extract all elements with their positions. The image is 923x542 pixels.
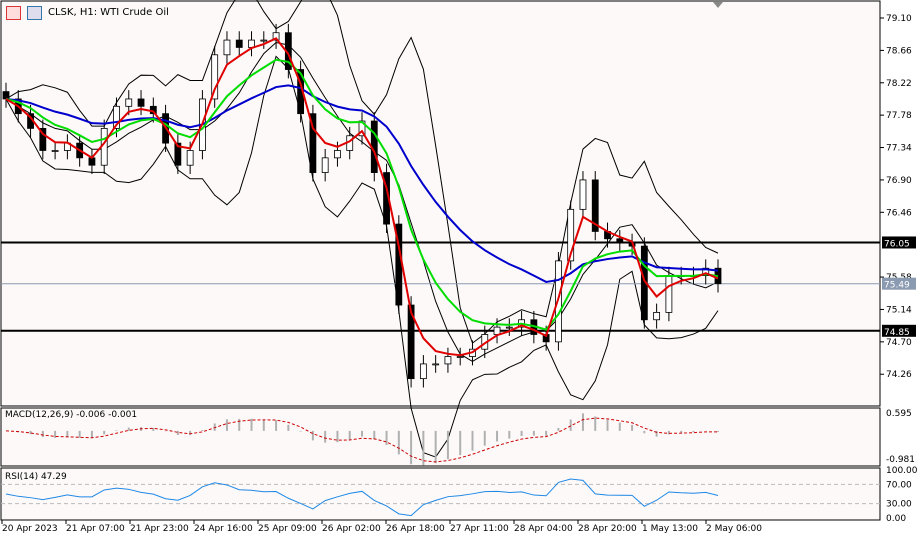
rsi-panel bbox=[0, 467, 881, 521]
candle-body bbox=[186, 150, 194, 166]
time-label: 25 Apr 09:00 bbox=[258, 524, 317, 534]
price-tick-label: 76.90 bbox=[886, 176, 912, 186]
time-label: 28 Apr 04:00 bbox=[514, 524, 573, 534]
price-tick-label: 79.10 bbox=[886, 14, 912, 24]
chart-title: CLSK, H1: WTI Crude Oil bbox=[48, 7, 169, 18]
macd-label: MACD(12,26,9) -0.006 -0.001 bbox=[5, 410, 138, 420]
price-label-box bbox=[882, 324, 916, 337]
time-label: 28 Apr 20:00 bbox=[578, 524, 637, 534]
time-label: 1 May 13:00 bbox=[642, 524, 698, 534]
candle-body bbox=[39, 127, 47, 151]
candle-body bbox=[2, 91, 10, 100]
macd-panel bbox=[0, 407, 881, 467]
price-tick-label: 76.46 bbox=[886, 208, 912, 218]
candle-body bbox=[419, 363, 427, 380]
candle-body bbox=[309, 113, 317, 173]
price-tick-label: 77.78 bbox=[886, 111, 912, 121]
main-panel bbox=[0, 0, 881, 407]
bollinger-lower bbox=[5, 55, 719, 458]
price-label: 76.05 bbox=[884, 239, 910, 249]
time-label: 2 May 06:00 bbox=[706, 524, 762, 534]
rsi-tick-label: 100.00 bbox=[886, 466, 918, 476]
menu-icon[interactable] bbox=[6, 6, 21, 20]
time-label: 21 Apr 07:00 bbox=[66, 524, 125, 534]
candle-body bbox=[334, 150, 341, 159]
time-label: 24 Apr 16:00 bbox=[194, 524, 253, 534]
bollinger-upper bbox=[5, 0, 719, 344]
candle-body bbox=[702, 267, 710, 276]
candle-body bbox=[272, 32, 280, 41]
candle-body bbox=[432, 363, 440, 366]
candle-body bbox=[407, 304, 415, 380]
candle-body bbox=[51, 150, 59, 152]
candle-body bbox=[567, 208, 575, 262]
candle-body bbox=[579, 179, 587, 210]
time-label: 21 Apr 23:00 bbox=[130, 524, 189, 534]
mid-ma-line bbox=[5, 58, 719, 331]
candle-body bbox=[125, 98, 133, 107]
candle-body bbox=[653, 311, 661, 321]
price-tick-label: 74.26 bbox=[886, 370, 912, 380]
price-tick-label: 77.34 bbox=[886, 144, 912, 154]
candle-body bbox=[456, 356, 464, 358]
price-tick-label: 78.66 bbox=[886, 46, 912, 56]
candle-body bbox=[223, 39, 231, 56]
candle-body bbox=[113, 105, 120, 129]
time-label: 26 Apr 02:00 bbox=[322, 524, 381, 534]
candle-body bbox=[493, 326, 501, 335]
candle-body bbox=[260, 39, 268, 42]
candle-body bbox=[88, 157, 96, 166]
rsi-tick-label: 30.00 bbox=[886, 500, 912, 510]
rsi-tick-label: 70.00 bbox=[886, 480, 912, 490]
candle-body bbox=[235, 39, 243, 48]
time-label: 26 Apr 18:00 bbox=[386, 524, 445, 534]
slow-ma-line bbox=[5, 84, 719, 283]
candle-body bbox=[616, 238, 624, 243]
price-label: 74.85 bbox=[884, 328, 910, 338]
rsi-tick-label: 0.00 bbox=[886, 514, 906, 524]
price-tick-label: 78.22 bbox=[886, 79, 912, 89]
fast-ma-line bbox=[5, 37, 719, 357]
macd-tick-label: -0.981 bbox=[886, 455, 915, 465]
candle-body bbox=[321, 157, 329, 173]
price-label-box bbox=[882, 236, 916, 249]
candle-body bbox=[211, 54, 219, 100]
price-tick-label: 74.70 bbox=[886, 338, 912, 348]
macd-tick-label: 0.595 bbox=[886, 409, 912, 419]
time-label: 20 Apr 2023 bbox=[2, 524, 58, 534]
rsi-line bbox=[5, 478, 719, 517]
price-tick-label: 75.14 bbox=[886, 305, 912, 315]
current-price-box bbox=[882, 277, 916, 290]
window-icon[interactable] bbox=[27, 6, 42, 20]
rsi-label: RSI(14) 47.29 bbox=[5, 472, 67, 482]
scroll-marker-icon bbox=[713, 2, 723, 8]
candle-body bbox=[137, 98, 145, 107]
candle-body bbox=[174, 142, 182, 166]
candle-body bbox=[665, 275, 673, 313]
candle-body bbox=[505, 326, 513, 329]
candle-body bbox=[591, 179, 599, 232]
time-label: 27 Apr 11:00 bbox=[450, 524, 509, 534]
current-price-label: 75.49 bbox=[884, 281, 910, 291]
candle-body bbox=[444, 356, 452, 365]
